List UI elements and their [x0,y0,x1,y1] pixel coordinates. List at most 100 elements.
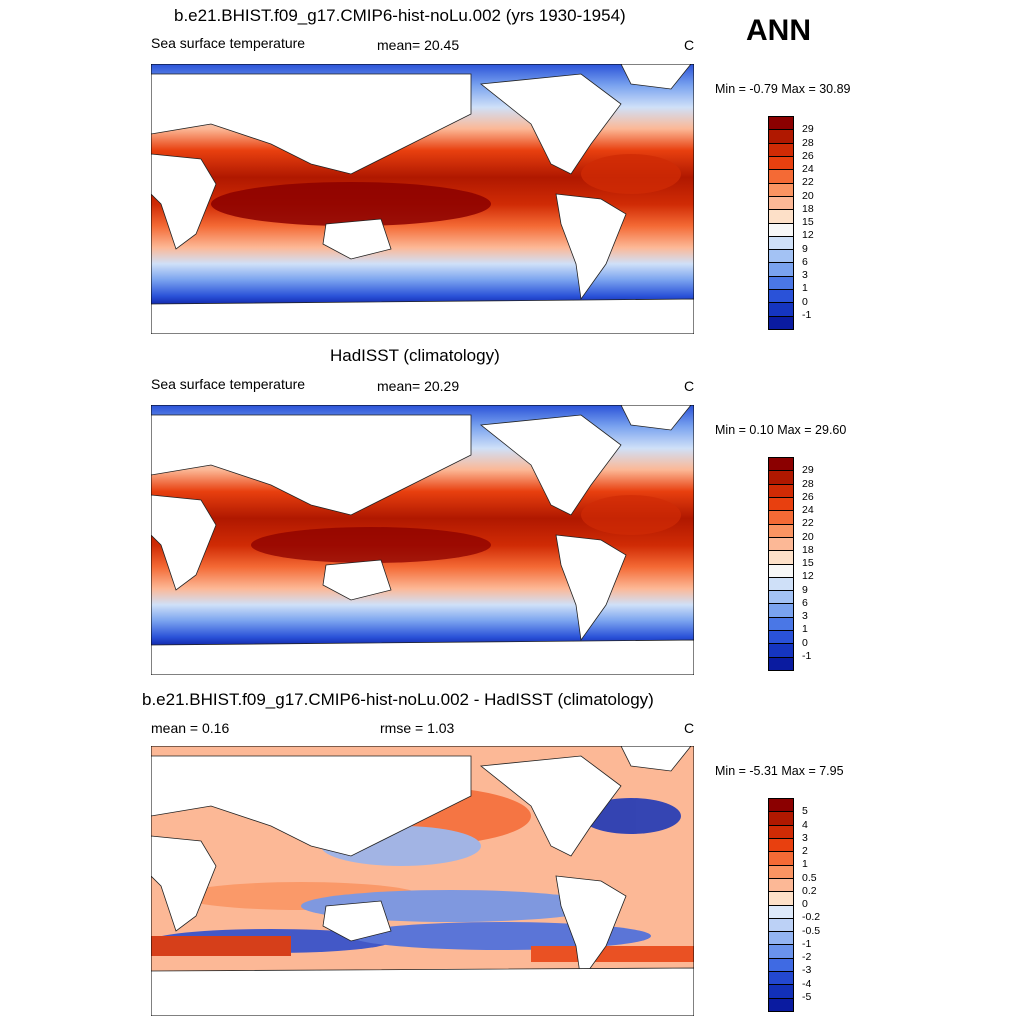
north-america [479,73,622,175]
colorbar-swatch [769,236,793,251]
colorbar-swatch [769,812,793,826]
greenland [620,64,692,90]
panel-3-mean: mean = 0.16 [151,720,230,736]
colorbar-swatch [769,484,793,498]
colorbar-swatch [769,156,793,171]
panel-3-diff-map [151,746,694,1016]
colorbar-swatch [769,130,793,144]
australia [322,559,392,601]
colorbar-swatch [769,838,793,853]
colorbar-label: -3 [802,964,812,977]
colorbar-swatch [769,471,793,485]
colorbar-swatch [769,303,793,317]
colorbar-swatch [769,497,793,512]
africa [151,835,217,932]
north-america [479,414,622,516]
colorbar-label: 28 [802,477,814,490]
panel-1-left-label: Sea surface temperature [151,35,306,51]
colorbar-swatch [769,631,793,645]
panel-2-units: C [684,378,695,394]
colorbar-swatch [769,604,793,618]
panel-1-colorbar [768,116,794,330]
colorbar-label: 12 [802,229,814,242]
panel-3-units: C [684,720,695,736]
colorbar-label: 22 [802,176,814,189]
panel-2-title: HadISST (climatology) [330,346,500,365]
colorbar-label: 1 [802,623,808,636]
colorbar-swatch [769,276,793,291]
antarctica [151,639,694,675]
colorbar-swatch [769,117,793,131]
colorbar-swatch [769,958,793,973]
colorbar-swatch [769,918,793,933]
africa [151,494,217,591]
colorbar-swatch [769,932,793,946]
colorbar-label: -1 [802,649,812,662]
australia [322,218,392,260]
panel-3-title: b.e21.BHIST.f09_g17.CMIP6-hist-noLu.002 … [142,690,654,709]
colorbar-label: 26 [802,490,814,503]
colorbar-label: 29 [802,123,814,136]
colorbar-swatch [769,591,793,605]
colorbar-swatch [769,250,793,264]
colorbar-label: 24 [802,504,814,516]
colorbar-swatch [769,878,793,893]
colorbar-swatch [769,210,793,224]
colorbar-label: 15 [802,557,814,569]
colorbar-label: 9 [802,242,808,255]
colorbar-label: 0 [802,898,808,910]
north-america [479,755,622,857]
colorbar-label: 24 [802,163,814,175]
colorbar-swatch [769,564,793,578]
colorbar-swatch [769,537,793,552]
colorbar-label: 9 [802,583,808,596]
eurasia [151,755,472,857]
colorbar-swatch [769,511,793,525]
colorbar-swatch [769,524,793,538]
panel-2-left-label: Sea surface temperature [151,376,306,392]
colorbar-swatch [769,799,793,813]
panel-2-mean: mean= 20.29 [377,378,460,394]
colorbar-label: -0.2 [802,911,821,924]
colorbar-swatch [769,972,793,986]
greenland [620,746,692,772]
colorbar-swatch [769,223,793,237]
colorbar-swatch [769,143,793,157]
panel-1-units: C [684,37,695,53]
colorbar-label: 1 [802,282,808,295]
colorbar-swatch [769,998,793,1011]
colorbar-label: 29 [802,464,814,477]
colorbar-swatch [769,170,793,184]
colorbar-label: 1 [802,858,808,871]
colorbar-label: 0 [802,295,808,308]
colorbar-swatch [769,892,793,906]
panel-2-minmax: Min = 0.10 Max = 29.60 [715,423,847,437]
colorbar-label: 15 [802,216,814,228]
colorbar-label: 18 [802,202,814,215]
colorbar-label: 0.2 [802,884,817,897]
colorbar-label: 5 [802,805,808,818]
colorbar-label: 28 [802,136,814,149]
colorbar-label: 6 [802,596,808,609]
panel-3-minmax: Min = -5.31 Max = 7.95 [715,764,844,778]
colorbar-label: 3 [802,269,808,281]
atlantic-warm [581,154,681,194]
panel-1-sst-map [151,64,694,334]
panel-3-rmse: rmse = 1.03 [380,720,455,736]
atlantic-warm [581,495,681,535]
colorbar-label: -4 [802,977,812,990]
colorbar-label: 3 [802,831,808,844]
colorbar-label: 20 [802,189,814,202]
warm-pool [251,527,491,563]
antarctica [151,298,694,334]
colorbar-label: 0 [802,636,808,649]
south-america [555,534,627,642]
greenland [620,405,692,431]
colorbar-label: -0.5 [802,924,821,937]
panel-2-colorbar [768,457,794,671]
colorbar-swatch [769,945,793,959]
colorbar-label: 20 [802,530,814,543]
colorbar-swatch [769,577,793,592]
south-america [555,193,627,301]
colorbar-swatch [769,183,793,197]
